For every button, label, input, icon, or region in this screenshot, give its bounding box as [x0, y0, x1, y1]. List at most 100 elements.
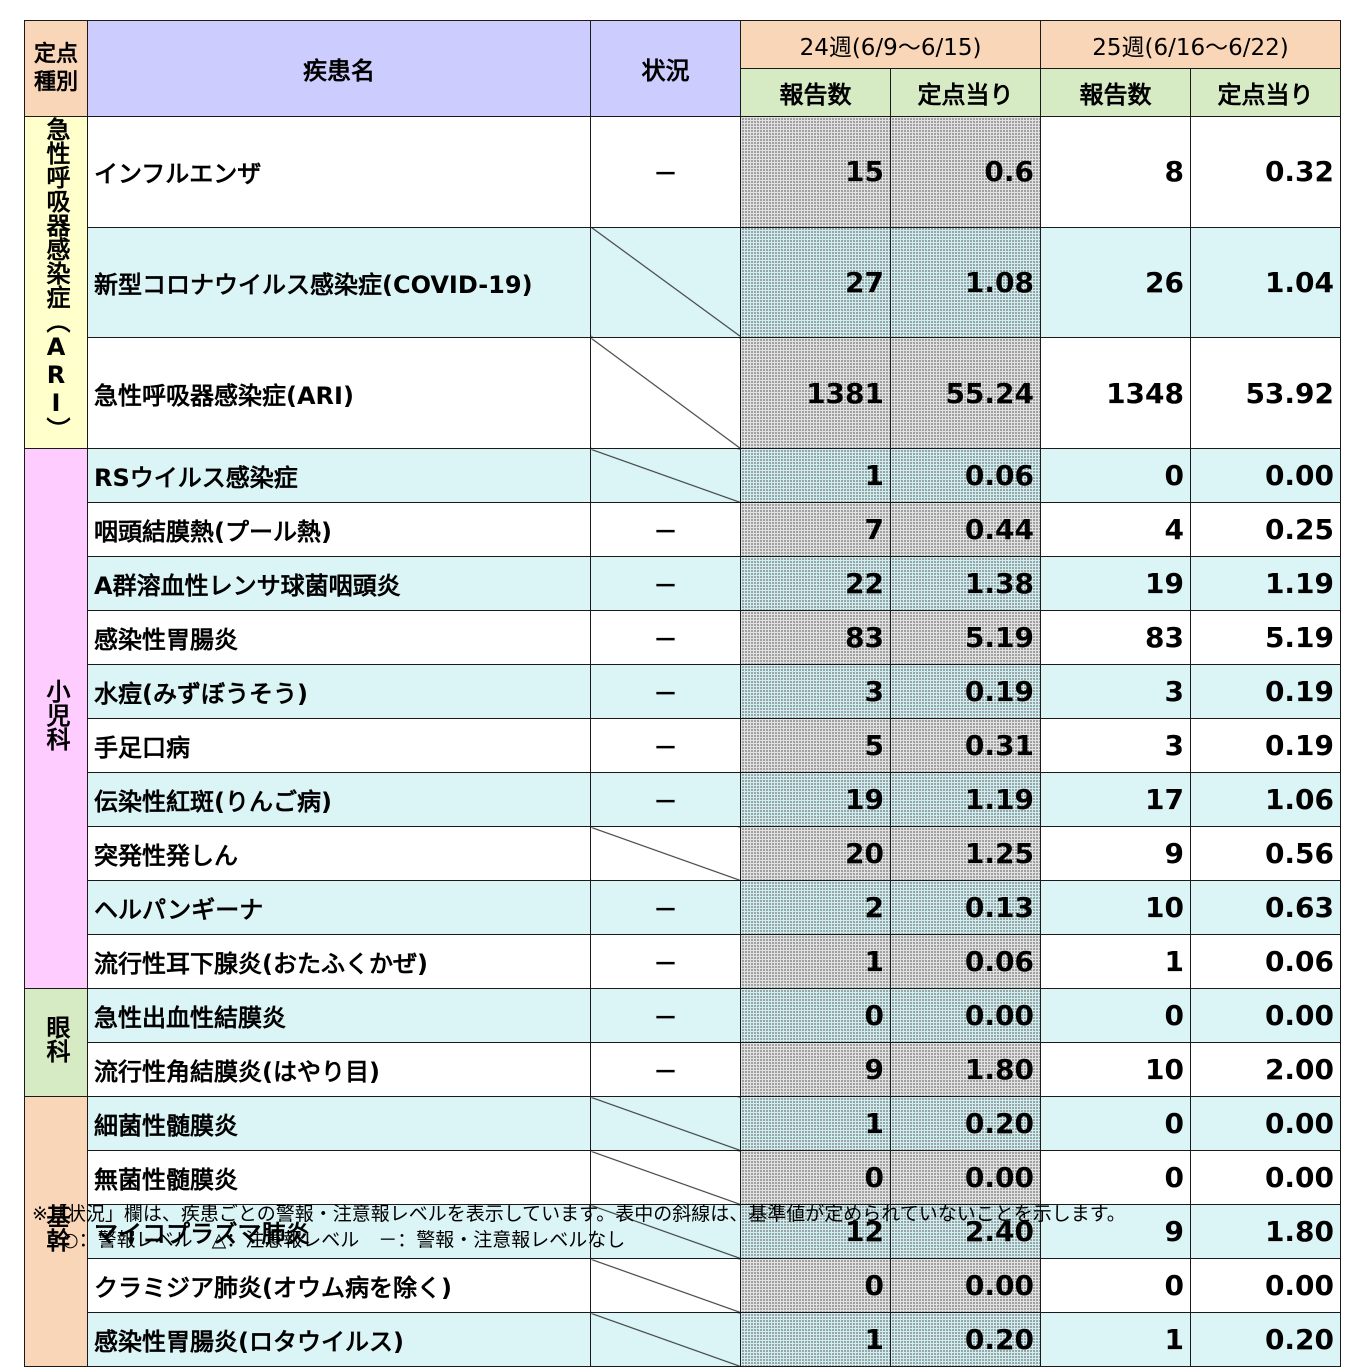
disease-name: 水痘(みずぼうそう)	[87, 664, 591, 719]
category-label: 小児科	[42, 679, 70, 751]
status-cell	[590, 448, 741, 503]
status-cell	[590, 1150, 741, 1205]
w24-per-site: 5.19	[889, 610, 1042, 665]
w25-per-site: 0.00	[1190, 448, 1342, 503]
w24-per-site: 1.19	[889, 772, 1042, 827]
w24-report-count: 20	[740, 826, 891, 881]
disease-name: クラミジア肺炎(オウム病を除く)	[87, 1258, 591, 1313]
status-cell: －	[590, 772, 741, 827]
disease-name: インフルエンザ	[87, 116, 591, 228]
disease-name: 急性呼吸器感染症(ARI)	[87, 337, 591, 449]
table-row: 感染性胃腸炎－ 83 5.19 83 5.19	[25, 610, 1342, 665]
status-cell	[590, 226, 741, 339]
w25-per-site: 2.00	[1190, 1042, 1342, 1097]
category-label: 眼科	[42, 1015, 70, 1063]
category-label: 基幹	[42, 1204, 70, 1252]
w24-report-count: 1	[740, 1096, 891, 1151]
w25-per-site: 1.19	[1190, 556, 1342, 611]
w25-per-site: 0.63	[1190, 880, 1342, 935]
table-row: 突発性発しん 20 1.25 9 0.56	[25, 826, 1342, 881]
w25-report-count: 0	[1040, 1150, 1192, 1205]
table-row: クラミジア肺炎(オウム病を除く) 0 0.00 0 0.00	[25, 1258, 1342, 1313]
w24-report-count: 9	[740, 1042, 891, 1097]
w24-report-count: 1	[740, 934, 891, 989]
table-row: 咽頭結膜熱(プール熱) － 7 0.44 4 0.25	[25, 502, 1342, 557]
w24-report-count: 1381	[740, 337, 891, 449]
status-cell: －	[590, 934, 741, 989]
status-cell: －	[590, 664, 741, 719]
footnote-legend: ○：警報レベル △：注意報レベル －：警報・注意報レベルなし	[62, 1229, 626, 1251]
w24-per-site: 2.40	[889, 1204, 1042, 1259]
w25-report-count: 0	[1040, 1258, 1192, 1313]
w24-report-count: 0	[740, 1150, 891, 1205]
w25-per-site: 0.00	[1190, 988, 1342, 1043]
disease-name: 流行性耳下腺炎(おたふくかぜ)	[87, 934, 591, 989]
header-category: 定点 種別	[24, 20, 88, 117]
surveillance-table: 定点 種別 疾患名 状況 24週(6/9～6/15) 25週(6/16～6/22…	[24, 20, 1342, 1367]
w25-report-count: 3	[1040, 718, 1192, 773]
w25-report-count: 10	[1040, 880, 1192, 935]
w24-report-count: 0	[740, 988, 891, 1043]
w25-report-count: 1348	[1040, 337, 1192, 449]
status-cell: －	[590, 502, 741, 557]
status-cell: －	[590, 610, 741, 665]
disease-name: 細菌性髄膜炎	[87, 1096, 591, 1151]
w25-report-count: 26	[1040, 226, 1192, 339]
disease-name: A群溶血性レンサ球菌咽頭炎	[87, 556, 591, 611]
w24-per-site: 0.00	[889, 988, 1042, 1043]
disease-name: マイコプラズマ肺炎	[87, 1204, 591, 1259]
w24-report-count: 83	[740, 610, 891, 665]
disease-name: 手足口病	[87, 718, 591, 773]
status-cell: －	[590, 988, 741, 1043]
w25-report-count: 10	[1040, 1042, 1192, 1097]
table-row: A群溶血性レンサ球菌咽頭炎－ 22 1.38 19 1.19	[25, 556, 1342, 611]
disease-name: 伝染性紅斑(りんご病)	[87, 772, 591, 827]
table-row: 基幹 細菌性髄膜炎 1 0.20 0 0.00	[24, 1096, 1342, 1367]
table-row: 急性呼吸器感染症(ARI) 1381 55.24 1348 53.92	[25, 337, 1342, 449]
header-category-text: 定点 種別	[33, 41, 78, 95]
table-row: 伝染性紅斑(りんご病) － 19 1.19 17 1.06	[25, 772, 1342, 827]
w25-report-count: 17	[1040, 772, 1192, 827]
w24-report-count: 7	[740, 502, 891, 557]
w24-per-site: 0.06	[889, 934, 1042, 989]
table-row: マイコプラズマ肺炎 12 2.40 9 1.80	[25, 1204, 1342, 1259]
table-row: 眼科 急性出血性結膜炎－ 0 0.00 0 0.00	[24, 988, 1342, 1097]
status-cell	[590, 1312, 741, 1367]
category-shoni: 小児科	[24, 448, 88, 989]
w25-per-site: 0.25	[1190, 502, 1342, 557]
w24-per-site: 55.24	[889, 337, 1042, 449]
status-cell: －	[590, 718, 741, 773]
disease-name: 突発性発しん	[87, 826, 591, 881]
w25-per-site: 0.00	[1190, 1096, 1342, 1151]
w24-per-site: 0.19	[889, 664, 1042, 719]
disease-name: ヘルパンギーナ	[87, 880, 591, 935]
header-reports-w25: 報告数	[1040, 68, 1192, 117]
w25-per-site: 0.00	[1190, 1150, 1342, 1205]
status-cell	[590, 337, 741, 449]
w24-report-count: 0	[740, 1258, 891, 1313]
table-row: ヘルパンギーナ－ 2 0.13 10 0.63	[25, 880, 1342, 935]
footnote-status: ※「状況」欄は、疾患ごとの警報・注意報レベルを表示しています。表中の斜線は、基準…	[32, 1203, 1126, 1225]
status-cell: －	[590, 556, 741, 611]
w24-report-count: 3	[740, 664, 891, 719]
header-disease: 疾患名	[87, 20, 591, 117]
w25-per-site: 5.19	[1190, 610, 1342, 665]
w24-per-site: 0.00	[889, 1150, 1042, 1205]
disease-name: 新型コロナウイルス感染症(COVID-19)	[87, 226, 591, 339]
table-row: 流行性耳下腺炎(おたふくかぜ) － 1 0.06 1 0.06	[25, 934, 1342, 989]
disease-name: 急性出血性結膜炎	[87, 988, 591, 1043]
header-reports-w24: 報告数	[740, 68, 891, 117]
status-cell: －	[590, 1042, 741, 1097]
w25-report-count: 83	[1040, 610, 1192, 665]
w25-per-site: 0.00	[1190, 1258, 1342, 1313]
table-row: 手足口病－ 5 0.31 3 0.19	[25, 718, 1342, 773]
header-status: 状況	[590, 20, 741, 117]
w24-per-site: 0.13	[889, 880, 1042, 935]
status-cell: －	[590, 116, 741, 228]
w24-report-count: 1	[740, 448, 891, 503]
w24-per-site: 0.20	[889, 1096, 1042, 1151]
disease-name: RSウイルス感染症	[87, 448, 591, 503]
status-cell	[590, 1096, 741, 1151]
w25-report-count: 1	[1040, 1312, 1192, 1367]
status-cell: －	[590, 880, 741, 935]
